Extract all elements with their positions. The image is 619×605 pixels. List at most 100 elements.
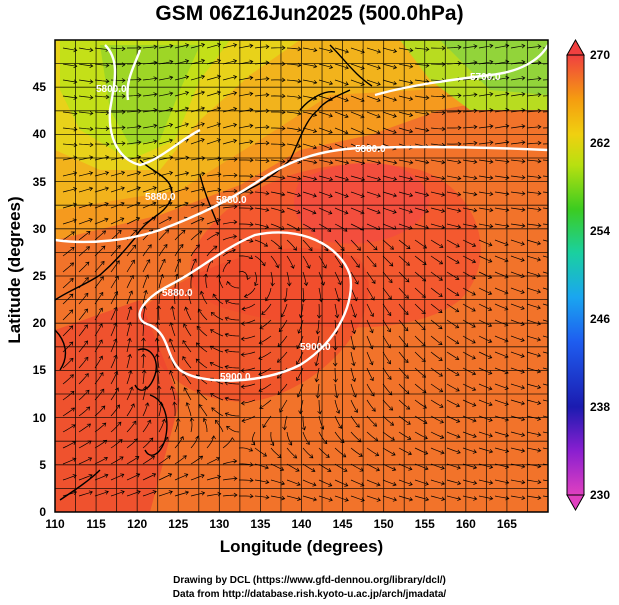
wind-arrow: [526, 124, 542, 130]
wind-arrow: [199, 290, 208, 305]
wind-arrow: [366, 351, 374, 366]
wind-arrow: [462, 239, 477, 247]
wind-arrow: [398, 287, 409, 299]
wind-arrow: [334, 175, 350, 182]
wind-arrow: [190, 455, 204, 465]
wind-arrow: [94, 126, 110, 131]
wind-arrow: [286, 255, 295, 269]
wind-arrow: [414, 47, 430, 52]
wind-arrow: [206, 156, 222, 162]
wind-arrow: [366, 431, 379, 442]
wind-arrow: [478, 335, 493, 343]
wind-arrow: [224, 412, 240, 417]
wind-arrow: [430, 319, 443, 330]
wind-arrow: [110, 439, 123, 449]
wind-arrow: [302, 47, 318, 53]
wind-arrow: [158, 229, 170, 241]
wind-arrow: [350, 495, 365, 502]
wind-arrow: [286, 127, 302, 132]
wind-arrow: [462, 44, 478, 49]
wind-arrow: [494, 431, 510, 438]
wind-arrow: [286, 143, 302, 149]
wind-arrow: [462, 303, 476, 312]
wind-arrow: [224, 332, 240, 338]
wind-arrow: [182, 356, 192, 369]
wind-arrow: [462, 60, 478, 65]
wind-arrow: [382, 335, 391, 349]
wind-arrow: [78, 423, 91, 433]
wind-arrow: [254, 60, 270, 66]
wind-arrow: [240, 351, 256, 357]
wind-arrow: [222, 58, 238, 65]
wind-arrow: [526, 191, 542, 196]
wind-arrow: [206, 90, 222, 97]
wind-arrow: [78, 389, 90, 401]
wind-arrow: [184, 306, 192, 321]
wind-arrow: [510, 479, 526, 485]
wind-arrow: [350, 191, 365, 198]
wind-arrow: [238, 123, 254, 129]
wind-arrow: [78, 457, 93, 465]
wind-arrow: [210, 329, 224, 337]
wind-arrow: [206, 435, 216, 449]
wind-arrow: [318, 79, 333, 86]
wind-arrow: [510, 287, 525, 295]
wind-arrow: [510, 431, 526, 438]
wind-arrow: [462, 319, 476, 328]
wind-arrow: [350, 303, 357, 318]
wind-arrow: [350, 319, 357, 335]
wind-arrow: [270, 447, 282, 458]
wind-arrow: [158, 91, 174, 97]
wind-arrow: [526, 335, 542, 342]
wind-arrow: [206, 74, 222, 81]
wind-arrow: [142, 419, 152, 433]
wind-arrow: [202, 417, 208, 433]
wind-arrow: [430, 479, 445, 486]
wind-arrow: [270, 431, 275, 447]
wind-arrow: [478, 140, 494, 145]
wind-arrow: [277, 383, 288, 396]
wind-arrow: [478, 271, 493, 279]
wind-arrow: [94, 63, 110, 68]
wind-arrow: [206, 42, 222, 49]
wind-arrow: [190, 156, 206, 161]
wind-arrow: [366, 479, 381, 487]
wind-arrow: [350, 111, 365, 119]
wind-arrow: [318, 63, 334, 70]
wind-arrow: [302, 239, 313, 252]
wind-arrow: [271, 109, 286, 115]
wind-arrow: [526, 44, 542, 49]
wind-arrow: [302, 431, 310, 445]
y-tick-label: 35: [32, 174, 46, 189]
wind-arrow: [494, 479, 510, 485]
wind-arrow: [222, 43, 238, 49]
wind-arrow: [62, 142, 78, 148]
wind-arrow: [126, 420, 137, 433]
wind-arrow: [174, 229, 186, 241]
wind-arrow: [382, 367, 392, 380]
coastlines: [55, 44, 373, 501]
wind-arrow: [94, 422, 107, 433]
wind-arrow: [526, 223, 542, 228]
wind-arrow: [366, 191, 381, 198]
wind-arrow: [142, 76, 158, 81]
wind-arrow: [280, 303, 288, 318]
wind-arrow: [446, 223, 462, 229]
wind-arrow: [478, 207, 494, 213]
wind-arrow: [94, 473, 109, 481]
wind-arrow: [94, 202, 109, 209]
wind-arrow: [334, 383, 339, 399]
wind-arrow: [240, 335, 256, 342]
wind-arrow: [302, 175, 318, 181]
y-tick-label: 10: [32, 410, 46, 425]
wind-arrow: [270, 207, 285, 214]
wind-arrow: [302, 159, 318, 165]
wind-arrow: [62, 79, 78, 84]
wind-arrow: [494, 75, 510, 81]
wind-arrow: [209, 361, 224, 369]
wind-arrow: [222, 122, 238, 129]
wind-arrow: [334, 159, 350, 165]
wind-arrow: [174, 106, 189, 113]
wind-arrow: [270, 93, 286, 99]
wind-arrow: [62, 457, 77, 465]
